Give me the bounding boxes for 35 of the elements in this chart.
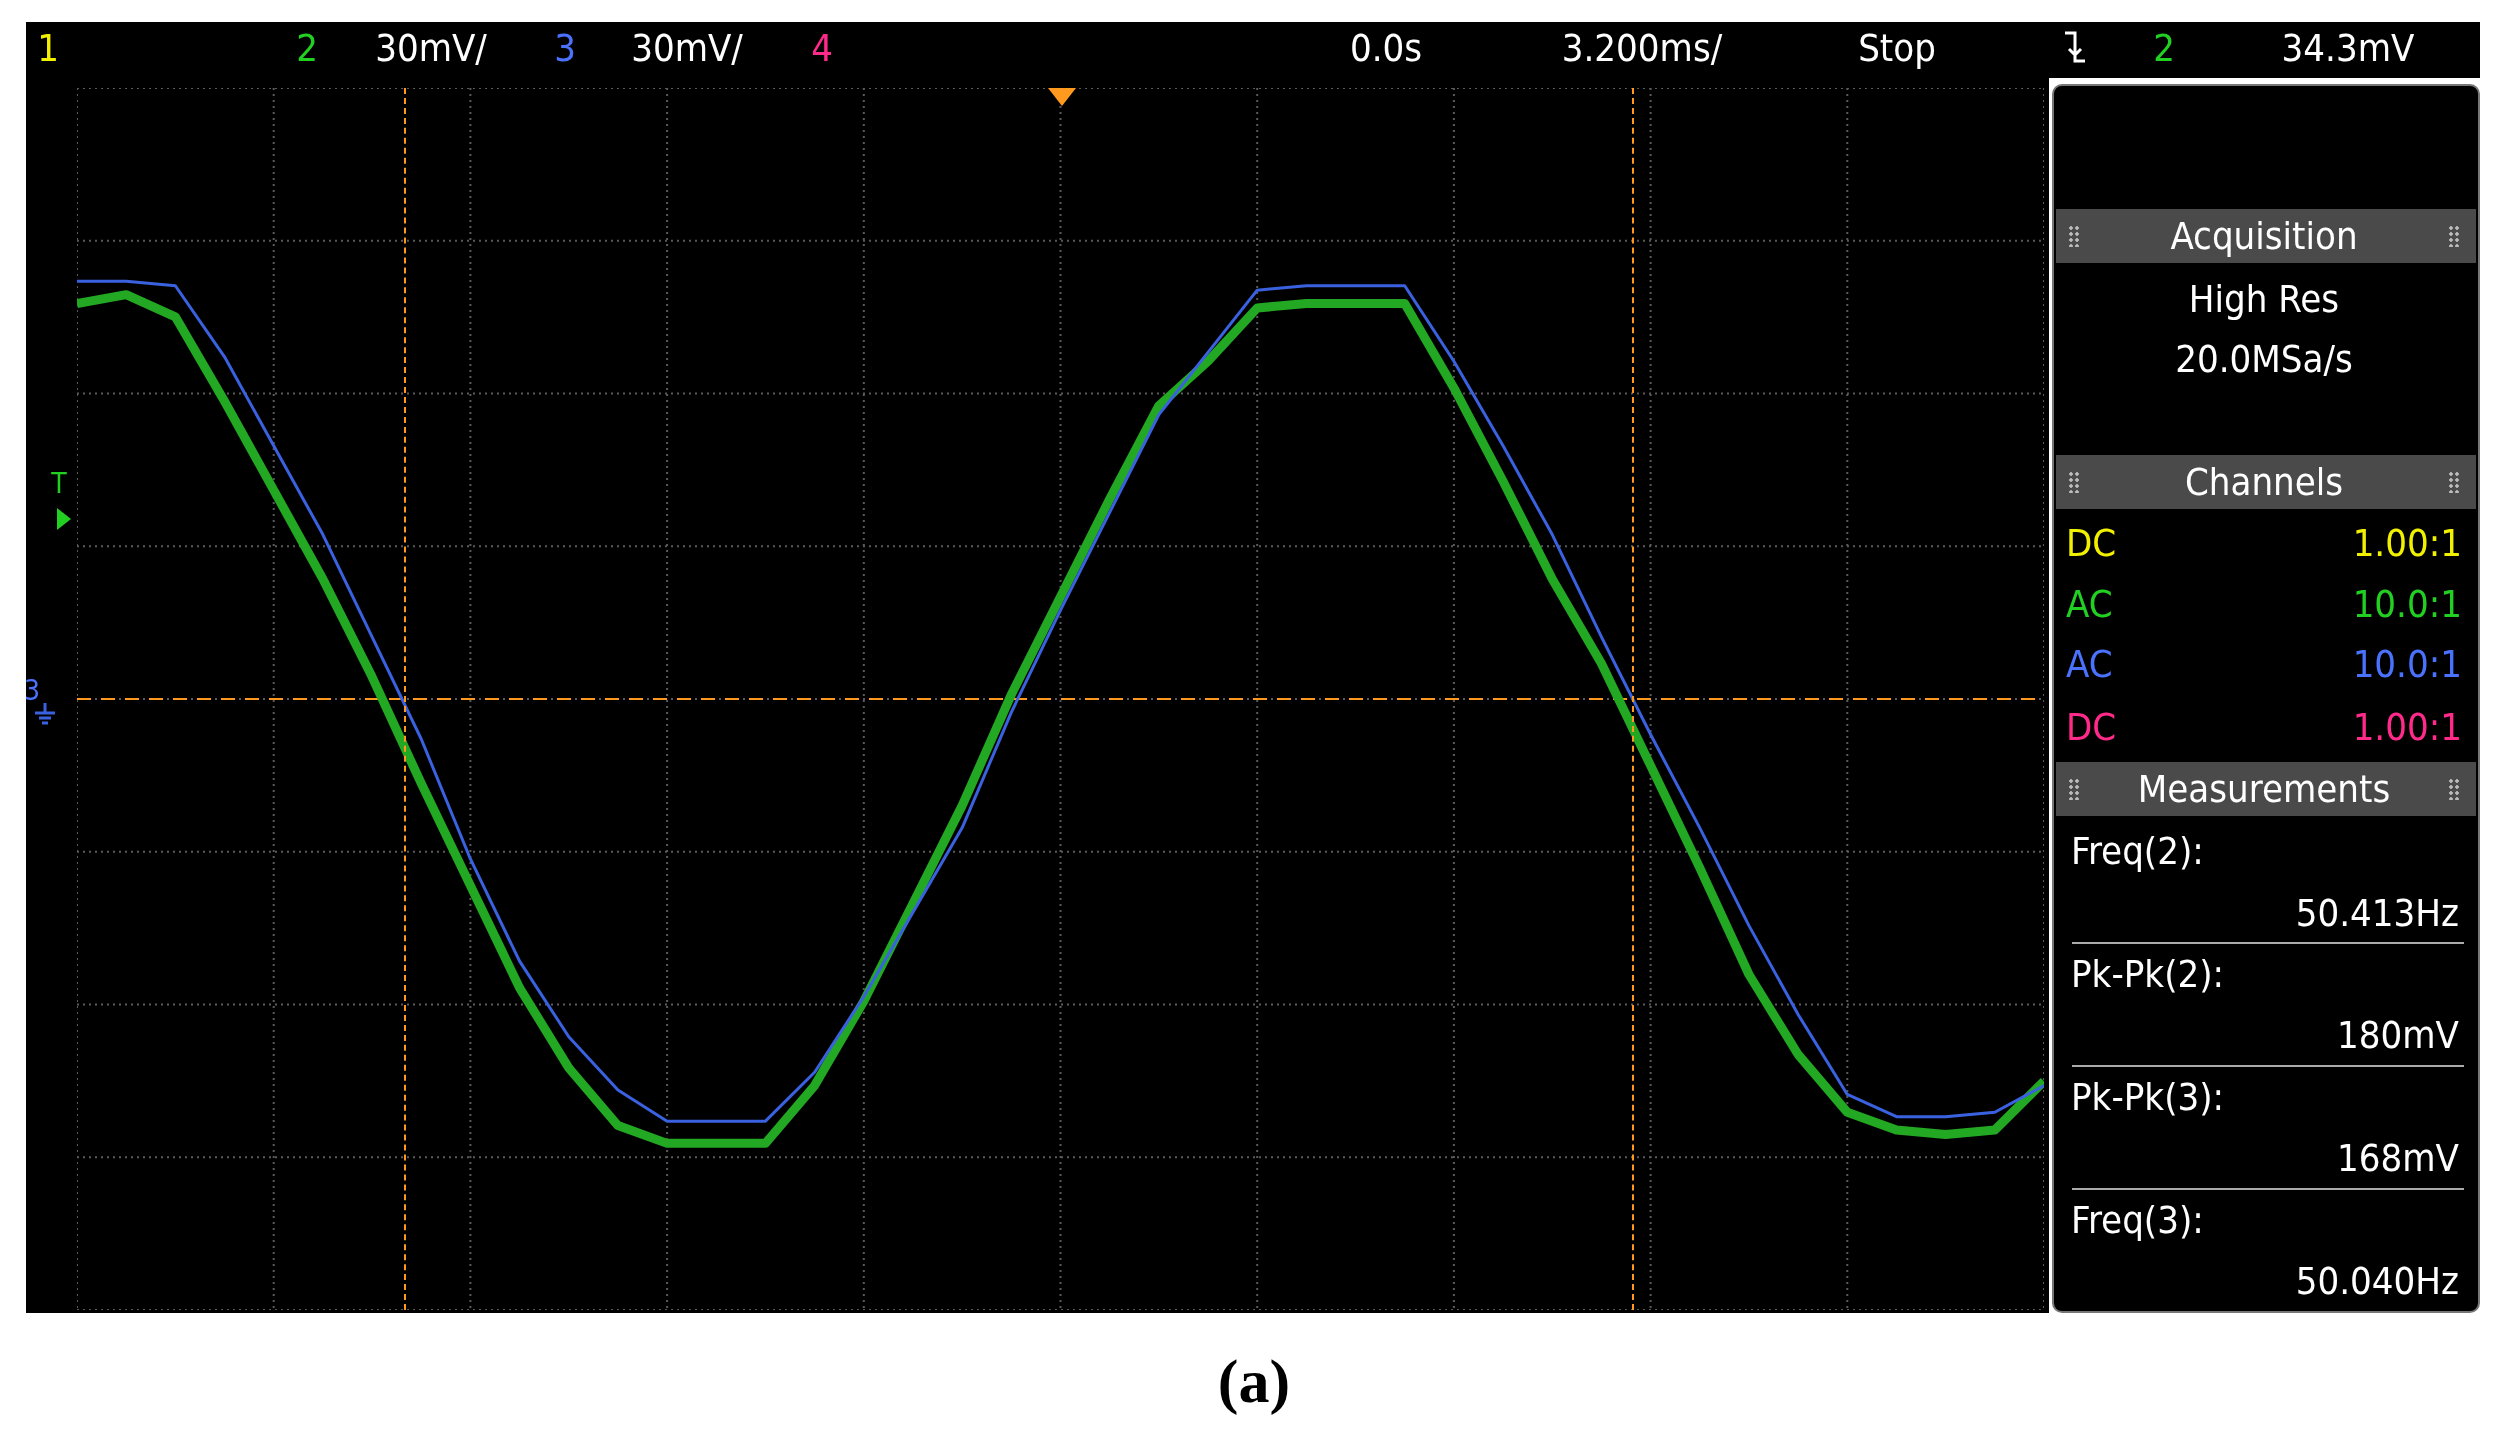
text: AC xyxy=(2066,582,2113,626)
text: 3 xyxy=(23,674,41,707)
text: 1.00:1 xyxy=(2352,521,2462,565)
text: Pk-Pk(3): xyxy=(2071,1075,2225,1119)
text: 1.00:1 xyxy=(2352,705,2462,749)
text: 10.0:1 xyxy=(2352,642,2462,686)
text: 30mV/ xyxy=(631,26,743,70)
text: 0.0s xyxy=(1349,26,1423,70)
text: (a) xyxy=(1217,1347,1291,1415)
text: 50.040Hz xyxy=(2295,1259,2459,1303)
text: DC xyxy=(2066,705,2117,749)
text: 30mV/ xyxy=(375,26,487,70)
text: T xyxy=(51,467,67,500)
text: 50.413Hz xyxy=(2295,891,2459,935)
text: Acquisition xyxy=(2170,214,2358,258)
text: Pk-Pk(2): xyxy=(2071,952,2225,996)
text: Freq(2): xyxy=(2071,829,2204,873)
text: Measurements xyxy=(2137,767,2391,811)
text: High Res xyxy=(2188,277,2340,321)
text: 2 xyxy=(296,26,318,70)
text: 180mV xyxy=(2337,1013,2459,1057)
text: 20.0MSa/s xyxy=(2175,337,2353,381)
text: Stop xyxy=(1858,26,1936,70)
text: 3.200ms/ xyxy=(1561,26,1723,70)
text: 4 xyxy=(811,26,833,70)
text: 34.3mV xyxy=(2281,26,2415,70)
text: AC xyxy=(2066,642,2113,686)
text: Channels xyxy=(2184,460,2344,504)
text: 1 xyxy=(37,26,59,70)
text: DC xyxy=(2066,521,2117,565)
text: 3 xyxy=(554,26,576,70)
text: 168mV xyxy=(2337,1136,2459,1180)
text: 10.0:1 xyxy=(2352,582,2462,626)
text: Freq(3): xyxy=(2071,1198,2204,1242)
text: 2 xyxy=(2153,26,2175,70)
